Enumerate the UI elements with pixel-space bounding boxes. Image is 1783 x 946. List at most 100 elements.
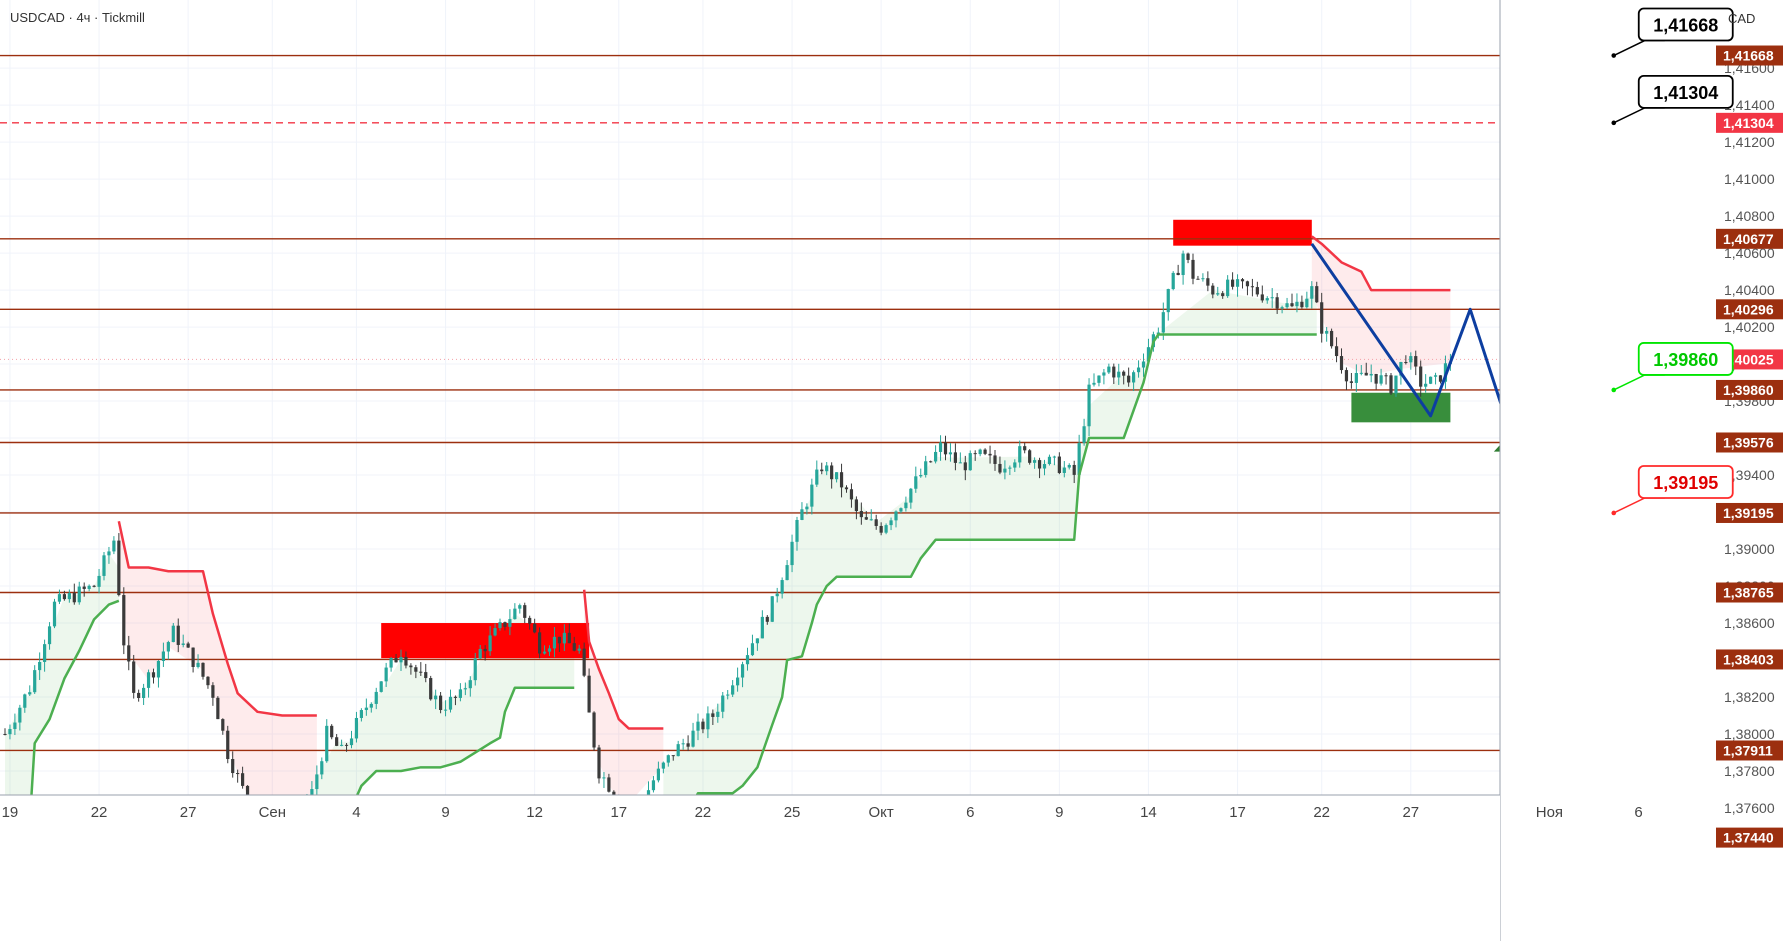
candle-body (523, 605, 527, 618)
candle-body (488, 635, 492, 652)
candle-body (963, 462, 967, 471)
candle-body (1285, 303, 1289, 308)
candle (379, 681, 383, 693)
y-tick-label: 1,41000 (1724, 171, 1775, 187)
candle (176, 618, 180, 653)
candle-body (1013, 462, 1017, 468)
candle-body (1429, 376, 1433, 384)
candle-body (340, 744, 344, 746)
candle-body (221, 719, 225, 731)
candle-body (43, 644, 47, 662)
candle (691, 722, 695, 748)
candle (839, 463, 844, 498)
candle-body (211, 685, 215, 698)
candle (810, 478, 814, 515)
candle (1300, 295, 1304, 309)
candle (696, 713, 700, 741)
candle-body (1102, 372, 1106, 376)
y-tick-label: 1,41200 (1724, 134, 1775, 150)
candle-body (1374, 373, 1378, 384)
candle-body (424, 672, 428, 679)
candle-body (414, 667, 418, 672)
y-tick-label: 1,39000 (1724, 541, 1775, 557)
candle-body (1310, 286, 1314, 299)
candle (132, 654, 136, 699)
candle-body (1255, 287, 1259, 295)
candle-body (1003, 468, 1007, 473)
candle-body (864, 517, 868, 520)
callout-dot (1611, 120, 1617, 126)
candle (146, 669, 151, 698)
candle (943, 435, 948, 461)
candle (493, 623, 497, 637)
candle-body (805, 506, 809, 510)
candle-body (914, 476, 918, 489)
candle-body (775, 593, 779, 597)
candle-body (216, 697, 220, 720)
candle (1280, 305, 1284, 314)
candle-body (736, 677, 740, 686)
candle (1290, 293, 1294, 308)
candle-body (102, 555, 106, 576)
candle (1047, 454, 1052, 466)
candle-body (38, 661, 42, 671)
candle-body (770, 596, 774, 622)
candle (968, 450, 972, 471)
candle-body (1369, 373, 1373, 376)
candle (1072, 460, 1076, 484)
candle (582, 642, 586, 678)
candle (419, 662, 423, 676)
candle-body (82, 586, 86, 589)
price-label-text: 1,38403 (1723, 651, 1774, 667)
candle (1206, 271, 1210, 292)
candle-body (998, 463, 1002, 473)
candle-body (726, 694, 730, 696)
candle (924, 455, 928, 478)
x-tick-label: 27 (1402, 804, 1419, 821)
candle (488, 626, 492, 656)
candle-body (711, 713, 715, 717)
candle (23, 693, 27, 713)
candle (241, 766, 245, 789)
candle-body (122, 595, 126, 646)
supertrend-fill (5, 236, 1451, 860)
candle (107, 546, 111, 564)
candle (1394, 375, 1398, 397)
candle (43, 639, 47, 672)
candle (1132, 370, 1136, 392)
candle (201, 662, 205, 680)
candle (443, 700, 448, 717)
x-tick-label: Ноя (1536, 804, 1563, 821)
candle (1097, 375, 1101, 387)
candle (389, 656, 393, 672)
candle-body (72, 593, 76, 603)
price-axis[interactable]: 1,376001,378001,380001,382001,384001,386… (1499, 0, 1783, 941)
candle (983, 448, 987, 456)
price-label-text: 1,37440 (1723, 830, 1774, 846)
candle-body (780, 580, 784, 594)
candle-body (13, 722, 17, 730)
candle-body (3, 734, 7, 736)
candle-body (1146, 347, 1151, 362)
candle (399, 649, 403, 671)
candle-body (1092, 382, 1096, 385)
candle (503, 621, 507, 631)
candle (958, 452, 962, 464)
candle-body (453, 696, 458, 698)
y-tick-label: 1,41400 (1724, 97, 1775, 113)
time-axis[interactable]: 19 22 27 Сен 4 9 12 17 22 25 Окт 6 9 14 17 22 27 Ноя 6 (0, 794, 1643, 941)
candle-body (948, 452, 953, 455)
candle-body (374, 691, 378, 704)
candle-body (196, 662, 200, 667)
candle-body (686, 743, 690, 747)
candle (231, 751, 235, 778)
callout-dot (1611, 387, 1617, 393)
callout-box (1637, 342, 1734, 376)
candle (142, 683, 146, 705)
y-tick-label: 1,37600 (1724, 800, 1775, 816)
candle (1042, 459, 1047, 476)
candle (1384, 372, 1388, 385)
candle (112, 536, 116, 555)
